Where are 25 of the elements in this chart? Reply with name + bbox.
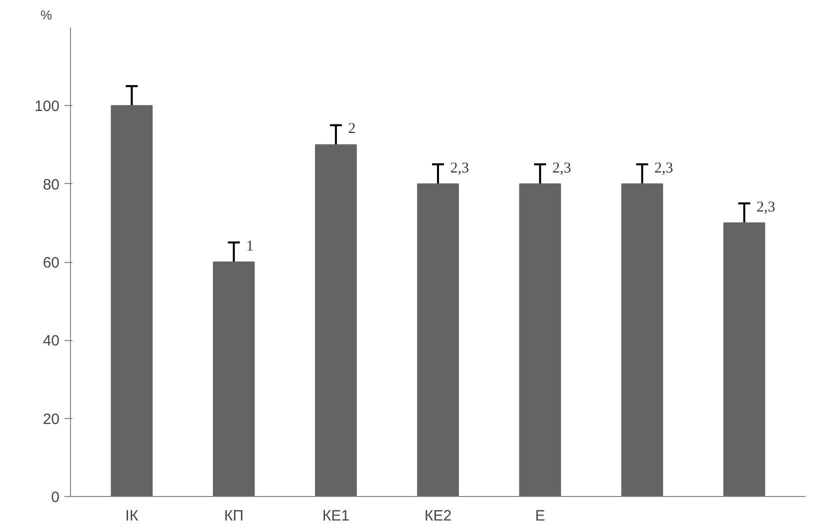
- annotation: 1: [246, 238, 254, 254]
- x-tick-label: ІК: [125, 508, 138, 524]
- bar: [519, 183, 561, 496]
- annotation: 2: [348, 121, 356, 138]
- bar: [315, 144, 357, 496]
- y-tick-label: 100: [34, 98, 60, 116]
- annotation: 2,3: [654, 160, 674, 176]
- y-tick-label: 0: [51, 489, 60, 506]
- annotation: 2,3: [552, 160, 572, 176]
- y-tick-label: 40: [42, 332, 60, 350]
- y-tick-label: 20: [42, 410, 60, 428]
- x-tick-label: Е: [535, 508, 546, 524]
- x-tick-label: КП: [224, 508, 244, 524]
- bar: [417, 183, 459, 496]
- y-tick-label: 80: [42, 176, 60, 194]
- annotation: 2,3: [756, 199, 776, 216]
- bar: [110, 105, 153, 496]
- y-tick-label: 60: [42, 254, 60, 272]
- x-tick-label: КЕ1: [322, 508, 350, 524]
- y-axis-title: %: [40, 8, 52, 22]
- bar: [212, 262, 255, 496]
- annotation: 2,3: [450, 160, 469, 176]
- x-tick-label: КЕ2: [424, 508, 452, 524]
- bar: [621, 183, 664, 496]
- bar: [723, 222, 766, 496]
